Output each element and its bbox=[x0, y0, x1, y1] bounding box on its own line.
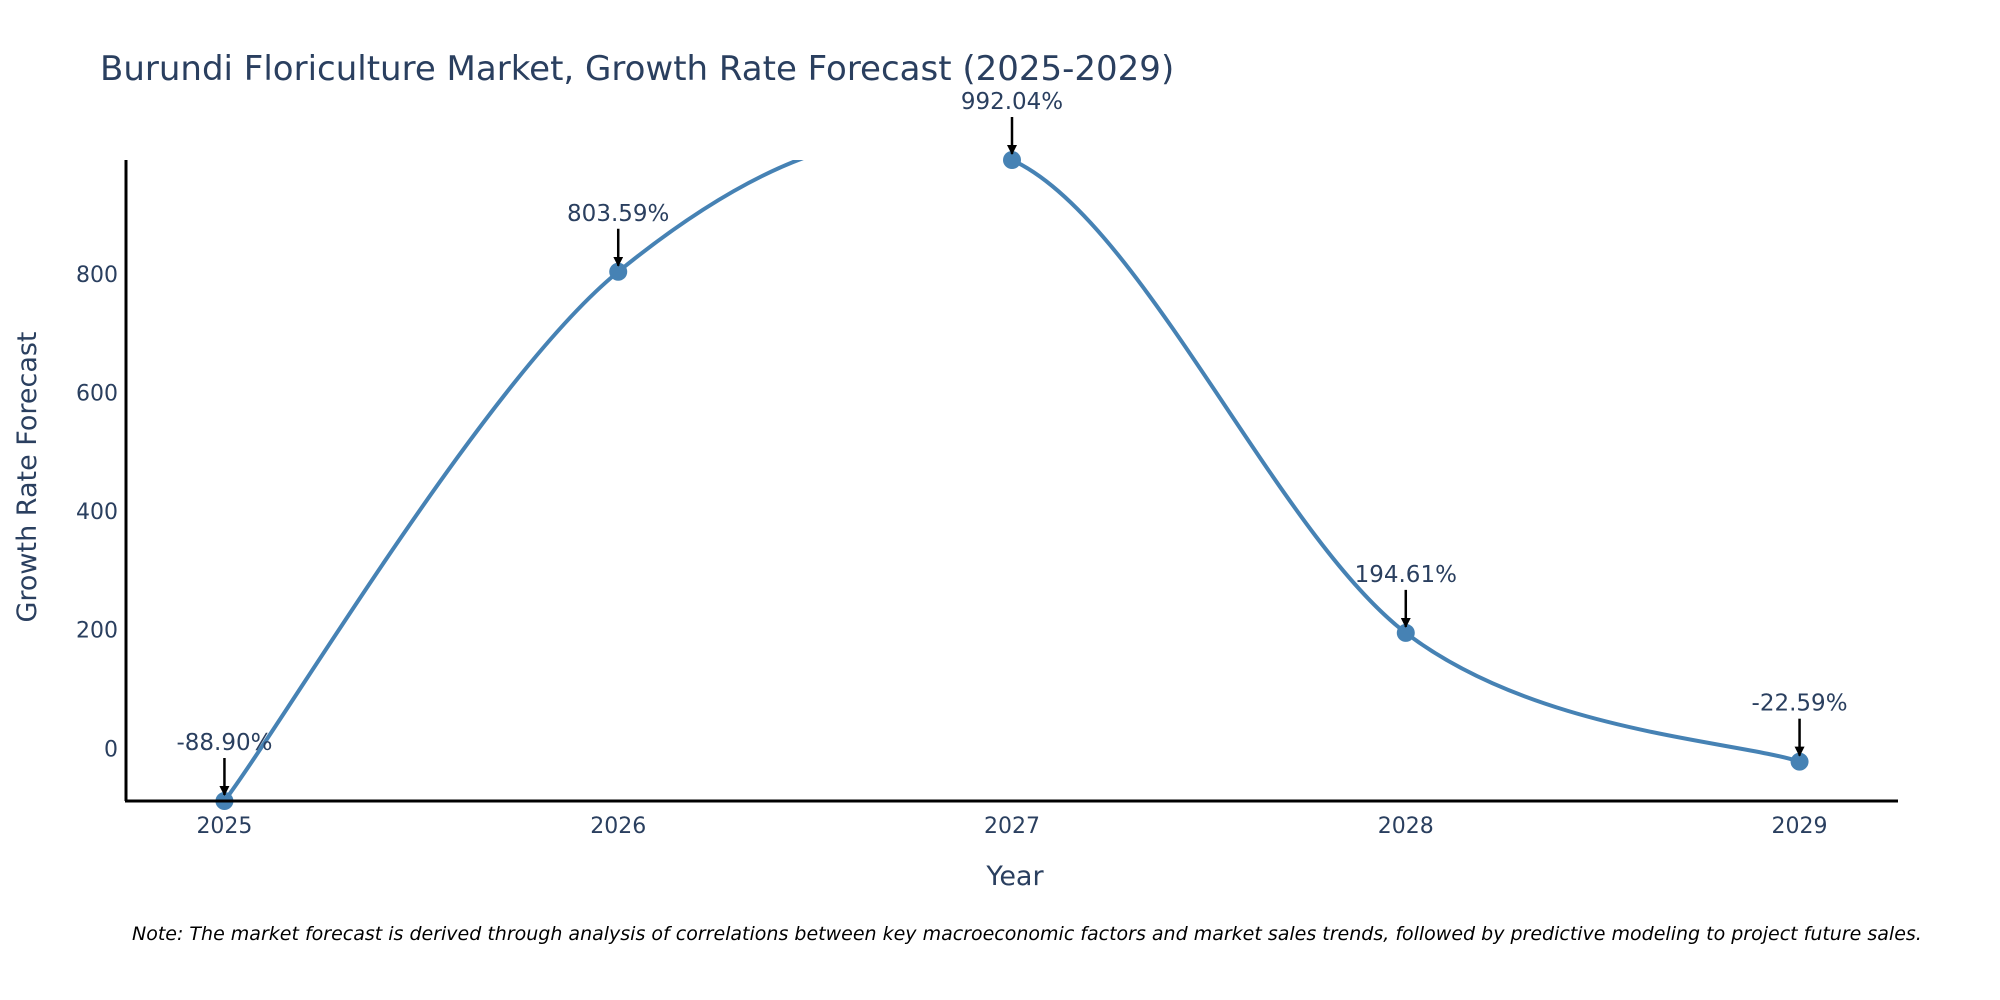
y-tick-label: 200 bbox=[76, 619, 118, 644]
x-tick-label: 2025 bbox=[196, 814, 252, 839]
x-tick-label: 2028 bbox=[1378, 814, 1434, 839]
y-tick-label: 600 bbox=[76, 381, 118, 406]
data-label: -22.59% bbox=[1752, 691, 1848, 717]
y-tick-label: 400 bbox=[76, 500, 118, 525]
x-tick-label: 2029 bbox=[1772, 814, 1828, 839]
data-point bbox=[1003, 151, 1021, 169]
y-axis-title: Growth Rate Forecast bbox=[12, 331, 43, 622]
y-axis-ticks: 0 200 400 600 800 bbox=[76, 263, 118, 762]
x-tick-label: 2027 bbox=[984, 814, 1040, 839]
data-label: 992.04% bbox=[961, 89, 1063, 115]
footnote: Note: The market forecast is derived thr… bbox=[132, 923, 1922, 945]
data-label: 194.61% bbox=[1355, 562, 1457, 588]
x-tick-label: 2026 bbox=[590, 814, 646, 839]
data-point bbox=[1396, 623, 1415, 642]
plot-area: -88.90% 803.59% 992.04% 194.61% -22.59% bbox=[176, 89, 1848, 810]
data-label: 803.59% bbox=[567, 201, 669, 227]
data-point bbox=[1790, 752, 1809, 771]
x-axis-title: Year bbox=[985, 861, 1044, 892]
y-tick-label: 800 bbox=[76, 263, 118, 288]
data-point bbox=[609, 262, 628, 281]
series-line bbox=[222, 160, 1801, 801]
chart-title: Burundi Floriculture Market, Growth Rate… bbox=[100, 49, 1174, 89]
x-axis-ticks: 2025 2026 2027 2028 2029 bbox=[196, 814, 1827, 839]
data-label: -88.90% bbox=[176, 730, 272, 756]
y-tick-label: 0 bbox=[104, 737, 118, 762]
